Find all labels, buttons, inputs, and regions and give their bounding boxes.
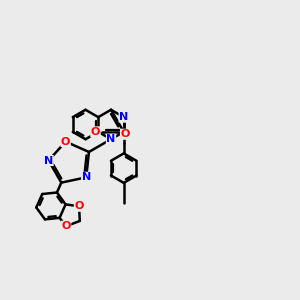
Text: O: O	[61, 136, 70, 147]
Text: N: N	[106, 134, 116, 144]
Text: N: N	[82, 172, 91, 182]
Text: O: O	[120, 129, 130, 139]
Text: N: N	[44, 156, 53, 166]
Text: N: N	[119, 112, 128, 122]
Text: O: O	[61, 221, 71, 231]
Text: O: O	[91, 127, 100, 137]
Text: O: O	[74, 201, 84, 211]
